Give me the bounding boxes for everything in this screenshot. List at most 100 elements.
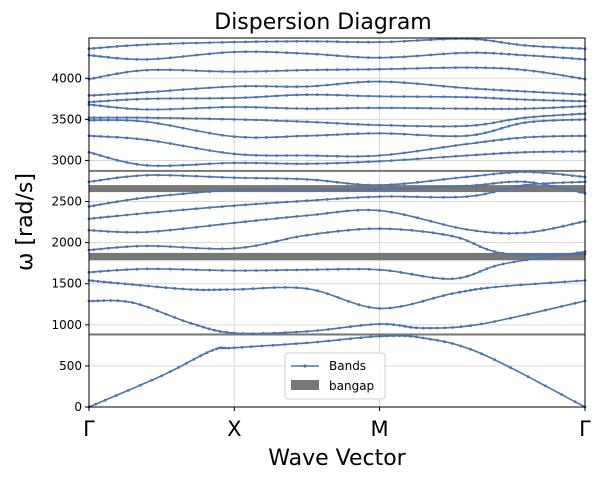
band-point	[160, 374, 164, 378]
band-point	[315, 232, 319, 236]
band-point	[441, 233, 445, 236]
band-point	[392, 323, 396, 326]
band-point	[507, 42, 511, 45]
band-point	[325, 40, 329, 43]
band-point	[421, 274, 424, 278]
band-point	[542, 228, 545, 232]
band-point	[507, 232, 511, 235]
band-point	[507, 151, 511, 155]
band-point	[115, 230, 119, 234]
band-point	[538, 256, 542, 260]
band-point	[454, 66, 458, 69]
band-point	[145, 138, 149, 142]
band-point	[478, 245, 482, 249]
band-point	[315, 68, 319, 72]
band-point	[552, 45, 555, 49]
band-point	[208, 206, 212, 210]
band-point	[429, 134, 433, 138]
band-point	[349, 325, 352, 329]
band-point	[305, 120, 309, 124]
band-point	[436, 338, 439, 342]
band-point	[465, 95, 469, 99]
band-point	[275, 40, 278, 43]
band-point	[532, 44, 536, 48]
band-point	[475, 123, 478, 127]
band-point	[469, 347, 472, 351]
band-point	[499, 66, 503, 70]
band-point	[465, 175, 469, 179]
band-point	[195, 146, 198, 150]
band-point	[305, 134, 309, 138]
band-point	[454, 144, 458, 147]
band-point	[327, 328, 330, 331]
band-point	[92, 103, 96, 107]
band-point	[265, 161, 268, 165]
band-point	[254, 219, 258, 223]
band-point	[561, 99, 565, 103]
band-point	[475, 51, 478, 55]
band-point	[479, 352, 483, 355]
band-point	[532, 170, 536, 174]
y-tick-label: 2500	[51, 195, 82, 209]
band-point	[436, 326, 439, 330]
band-point	[295, 235, 299, 239]
band-point	[523, 107, 527, 111]
band-point	[92, 100, 96, 104]
band-point	[454, 176, 458, 180]
band-point	[416, 186, 419, 190]
band-point	[523, 98, 527, 101]
band-point	[155, 309, 159, 313]
band-point	[254, 161, 258, 165]
band-point	[532, 115, 536, 119]
band-point	[507, 97, 511, 101]
band-point	[99, 247, 102, 251]
band-point	[106, 93, 110, 96]
band-point	[499, 171, 503, 175]
band-point	[135, 57, 139, 61]
band-point	[249, 345, 253, 348]
band-point	[484, 122, 487, 126]
band-point	[285, 40, 288, 43]
band-point	[335, 40, 339, 44]
band-point	[475, 153, 478, 157]
band-point	[207, 327, 211, 331]
band-point	[578, 57, 581, 61]
band-point	[390, 183, 393, 187]
band-point	[378, 80, 381, 83]
band-point	[244, 118, 247, 122]
band-point	[315, 93, 319, 97]
band-point	[115, 45, 119, 48]
band-point	[220, 205, 224, 209]
band-point	[390, 80, 393, 84]
band-point	[523, 180, 527, 184]
band-point	[265, 84, 268, 88]
band-point	[305, 85, 309, 88]
band-point	[532, 69, 536, 73]
band-point	[125, 44, 129, 48]
band-point	[512, 252, 516, 256]
band-point	[552, 72, 555, 76]
band-point	[443, 326, 446, 330]
band-point	[442, 125, 445, 128]
band-point	[402, 124, 406, 128]
band-point	[135, 97, 139, 101]
band-point	[523, 53, 527, 57]
band-point	[552, 172, 555, 176]
band-point	[523, 44, 527, 47]
band-point	[232, 40, 236, 44]
band-point	[469, 288, 472, 292]
band-point	[494, 285, 498, 289]
band-point	[403, 324, 407, 328]
band-point	[106, 156, 110, 160]
band-point	[570, 222, 574, 226]
band-point	[519, 283, 522, 287]
band-point	[542, 182, 545, 186]
band-point	[265, 176, 268, 180]
band-point	[484, 140, 487, 144]
bandgap-4	[89, 169, 585, 172]
band-point	[507, 107, 511, 111]
y-tick-label: 3500	[51, 112, 82, 126]
band-point	[232, 288, 236, 291]
band-point	[189, 321, 193, 325]
band-point	[262, 286, 265, 290]
